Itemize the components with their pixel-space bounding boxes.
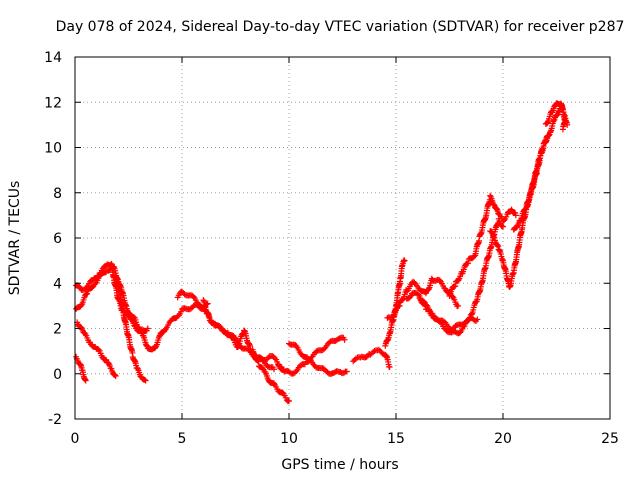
x-axis-label: GPS time / hours xyxy=(281,457,398,473)
series-arc-8 xyxy=(249,346,292,405)
data-point xyxy=(455,302,462,309)
y-tick-labels: -2 0 2 4 6 8 10 12 14 xyxy=(44,50,62,428)
data-point xyxy=(343,368,350,375)
y-tick-label: 0 xyxy=(53,367,62,383)
data-point xyxy=(279,389,286,396)
data-point xyxy=(350,358,357,365)
series-arc-18 xyxy=(510,101,571,233)
y-tick-label: 14 xyxy=(44,50,62,66)
series-arc-7 xyxy=(200,297,286,373)
series-arc-16 xyxy=(446,192,519,299)
tick-marks xyxy=(74,56,611,420)
y-axis-label: SDTVAR / TECUs xyxy=(7,181,23,296)
y-tick-label: 4 xyxy=(53,276,62,292)
x-tick-label: 0 xyxy=(71,431,80,447)
data-point xyxy=(465,260,472,267)
data-point xyxy=(436,277,443,284)
x-tick-labels: 0 5 10 15 20 25 xyxy=(71,431,619,447)
data-point xyxy=(112,373,119,380)
data-point xyxy=(271,355,278,362)
data-point xyxy=(177,308,184,315)
x-tick-label: 15 xyxy=(387,431,405,447)
data-point xyxy=(254,357,261,364)
data-point xyxy=(554,111,561,118)
data-point xyxy=(559,126,566,133)
series-arc-1 xyxy=(73,260,211,353)
data-point xyxy=(78,324,85,331)
data-point xyxy=(545,132,552,139)
data-point xyxy=(141,376,148,383)
y-tick-label: 6 xyxy=(53,231,62,247)
series-arc-19 xyxy=(542,100,569,133)
series-arc-3 xyxy=(73,353,89,384)
data-point xyxy=(548,108,555,115)
data-point xyxy=(490,234,497,241)
chart-title: Day 078 of 2024, Sidereal Day-to-day VTE… xyxy=(56,19,625,35)
data-point xyxy=(396,302,403,309)
data-point xyxy=(286,397,292,404)
y-tick-label: 8 xyxy=(53,186,62,202)
data-point xyxy=(271,366,278,373)
data-point xyxy=(353,355,360,362)
data-point xyxy=(522,205,529,212)
data-point xyxy=(142,377,149,384)
data-point xyxy=(403,288,410,295)
data-point xyxy=(321,345,328,352)
data-point xyxy=(401,257,408,264)
data-point xyxy=(415,291,422,298)
data-point xyxy=(152,344,159,351)
gridlines xyxy=(75,57,610,419)
data-point xyxy=(82,377,89,384)
data-point xyxy=(487,192,494,199)
y-tick-label: 10 xyxy=(44,141,62,157)
data-point xyxy=(341,336,348,343)
data-point xyxy=(255,358,262,365)
x-tick-label: 20 xyxy=(494,431,512,447)
data-point xyxy=(84,290,91,297)
data-point xyxy=(143,342,150,349)
data-point xyxy=(111,371,118,378)
series-arc-13 xyxy=(384,275,462,321)
data-point xyxy=(95,346,102,353)
data-point xyxy=(144,325,151,332)
data-point xyxy=(386,363,393,370)
data-point xyxy=(129,317,136,324)
data-point xyxy=(517,218,524,225)
series-arc-10 xyxy=(286,340,350,377)
data-point xyxy=(306,356,313,363)
y-tick-label: 12 xyxy=(44,95,62,111)
data-point xyxy=(474,316,481,323)
data-point xyxy=(488,228,495,235)
data-point xyxy=(452,282,459,289)
y-tick-label: 2 xyxy=(53,322,62,338)
data-point xyxy=(399,296,406,303)
x-tick-label: 25 xyxy=(601,431,619,447)
x-tick-label: 5 xyxy=(178,431,187,447)
data-point xyxy=(190,293,197,300)
data-point xyxy=(512,212,519,219)
series-arc-11 xyxy=(350,346,393,370)
x-tick-label: 10 xyxy=(280,431,298,447)
data-point xyxy=(500,223,506,230)
series-arc-5 xyxy=(112,272,149,384)
data-point xyxy=(503,213,510,220)
plot-series xyxy=(73,100,571,405)
y-tick-label: -2 xyxy=(48,412,62,428)
series-arc-12 xyxy=(382,257,408,349)
